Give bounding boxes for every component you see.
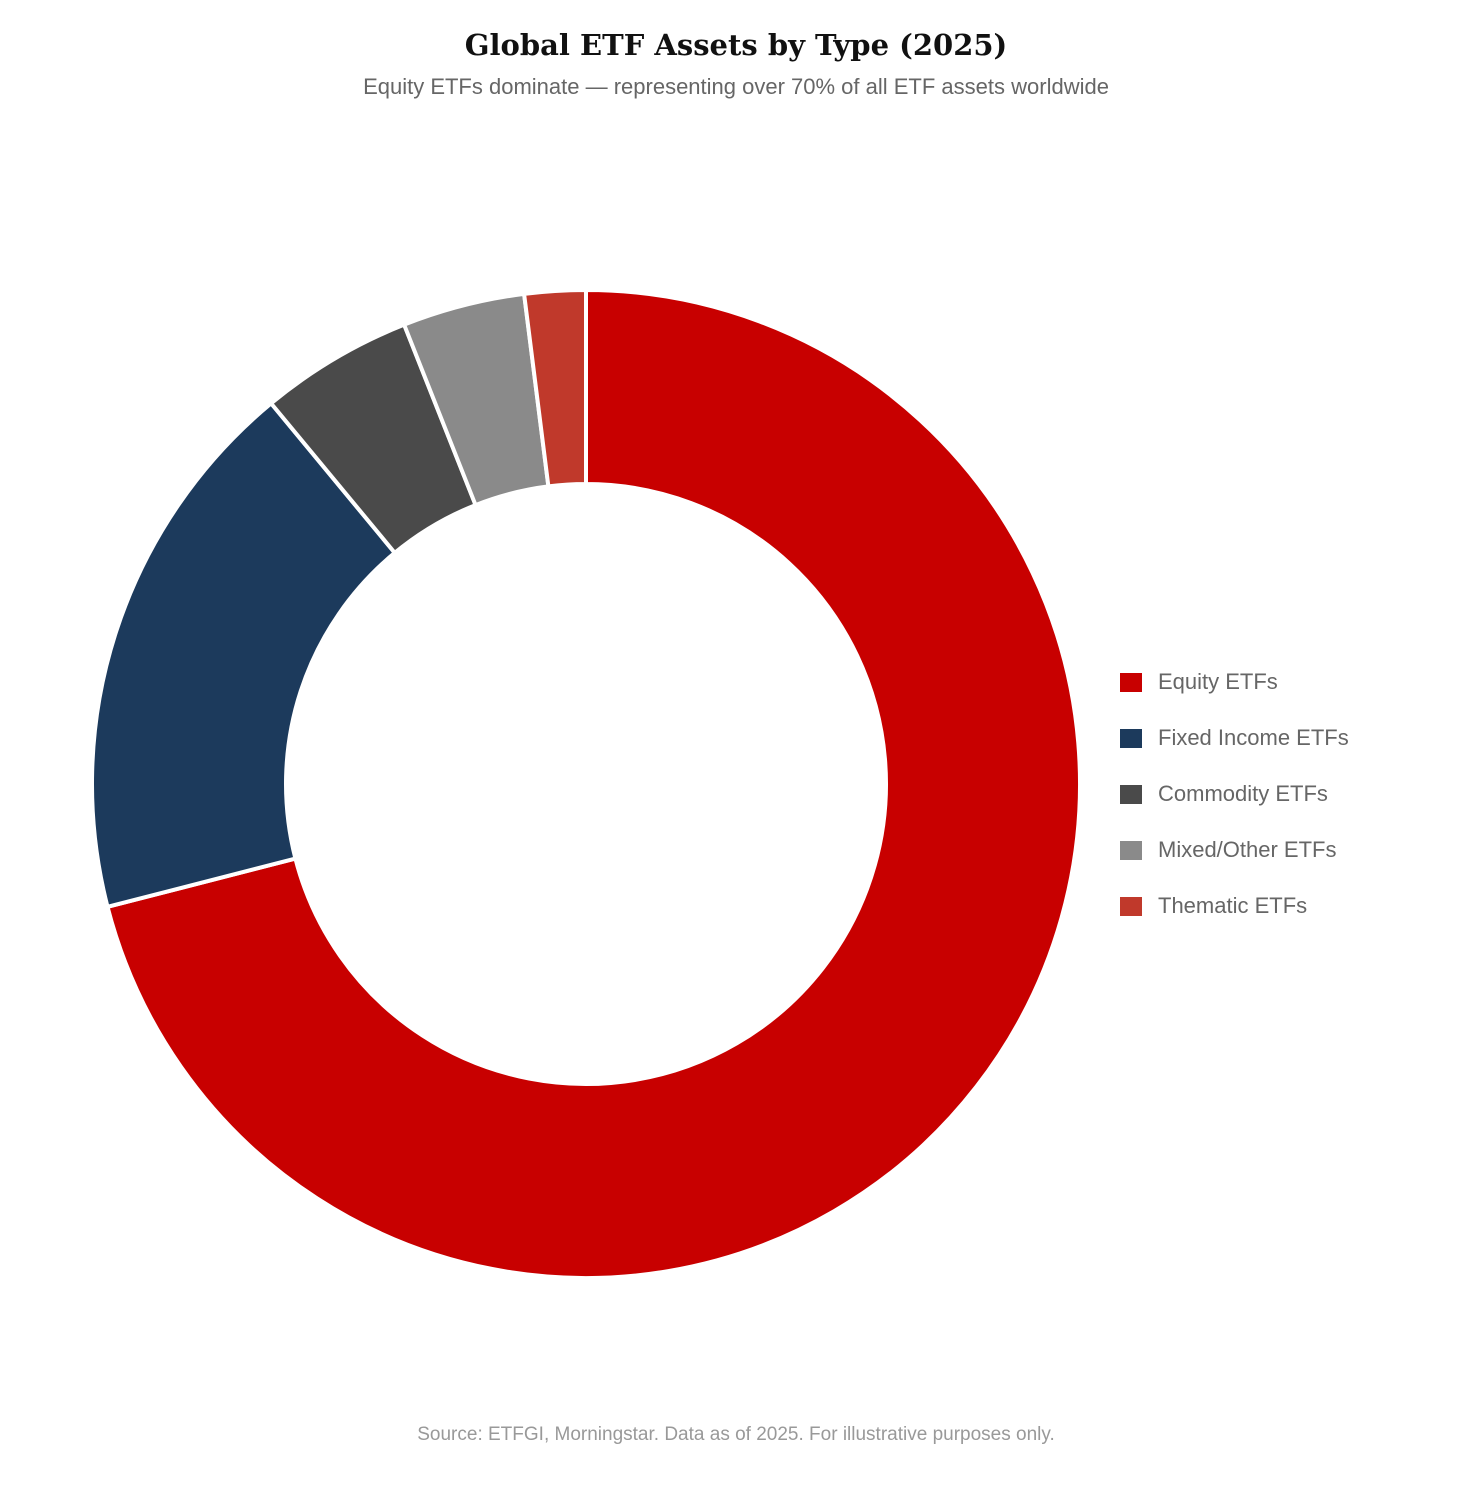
legend-item[interactable]: Equity ETFs [1120,654,1349,710]
donut-slice-thematic-etfs[interactable] [522,288,588,489]
chart-title: Global ETF Assets by Type (2025) [464,28,1008,62]
legend-item[interactable]: Commodity ETFs [1120,766,1349,822]
legend: Equity ETFs Fixed Income ETFs Commodity ET… [1120,654,1349,934]
legend-label: Mixed/Other ETFs [1158,837,1337,862]
legend-swatch [1120,896,1142,916]
legend-swatch [1120,672,1142,692]
donut-slice-fixed-income-etfs[interactable] [90,401,397,909]
chart-subtitle: Equity ETFs dominate — representing over… [363,74,1109,99]
legend-label: Thematic ETFs [1158,893,1308,918]
donut-slice-equity-etfs[interactable] [105,288,1082,1280]
legend-item[interactable]: Thematic ETFs [1120,878,1349,934]
legend-label: Equity ETFs [1158,669,1278,694]
legend-label: Fixed Income ETFs [1158,725,1349,750]
legend-swatch [1120,728,1142,748]
legend-item[interactable]: Fixed Income ETFs [1120,710,1349,766]
legend-swatch [1120,784,1142,804]
legend-label: Commodity ETFs [1158,781,1328,806]
chart-source-note: Source: ETFGI, Morningstar. Data as of 2… [417,1424,1055,1445]
legend-swatch [1120,840,1142,860]
legend-item[interactable]: Mixed/Other ETFs [1120,822,1349,878]
